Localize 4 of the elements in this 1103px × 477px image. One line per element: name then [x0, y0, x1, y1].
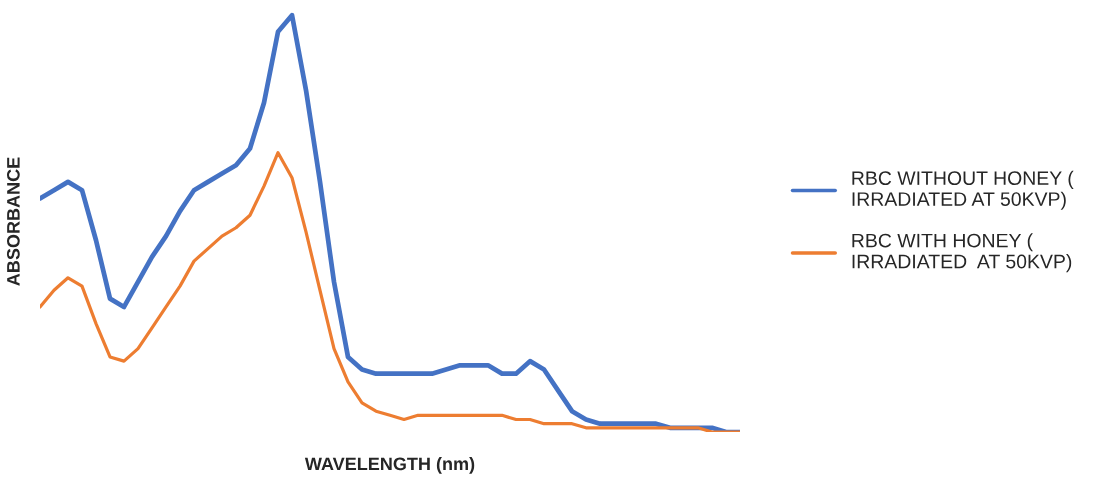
x-axis-title: WAVELENGTH (nm) — [304, 457, 475, 474]
y-axis-title: ABSORBANCE — [6, 157, 20, 286]
legend-label: RBC WITH HONEY ( IRRADIATED AT 50KVP) — [852, 233, 1072, 273]
legend-label: RBC WITHOUT HONEY ( IRRADIATED AT 50KVP) — [852, 170, 1074, 210]
